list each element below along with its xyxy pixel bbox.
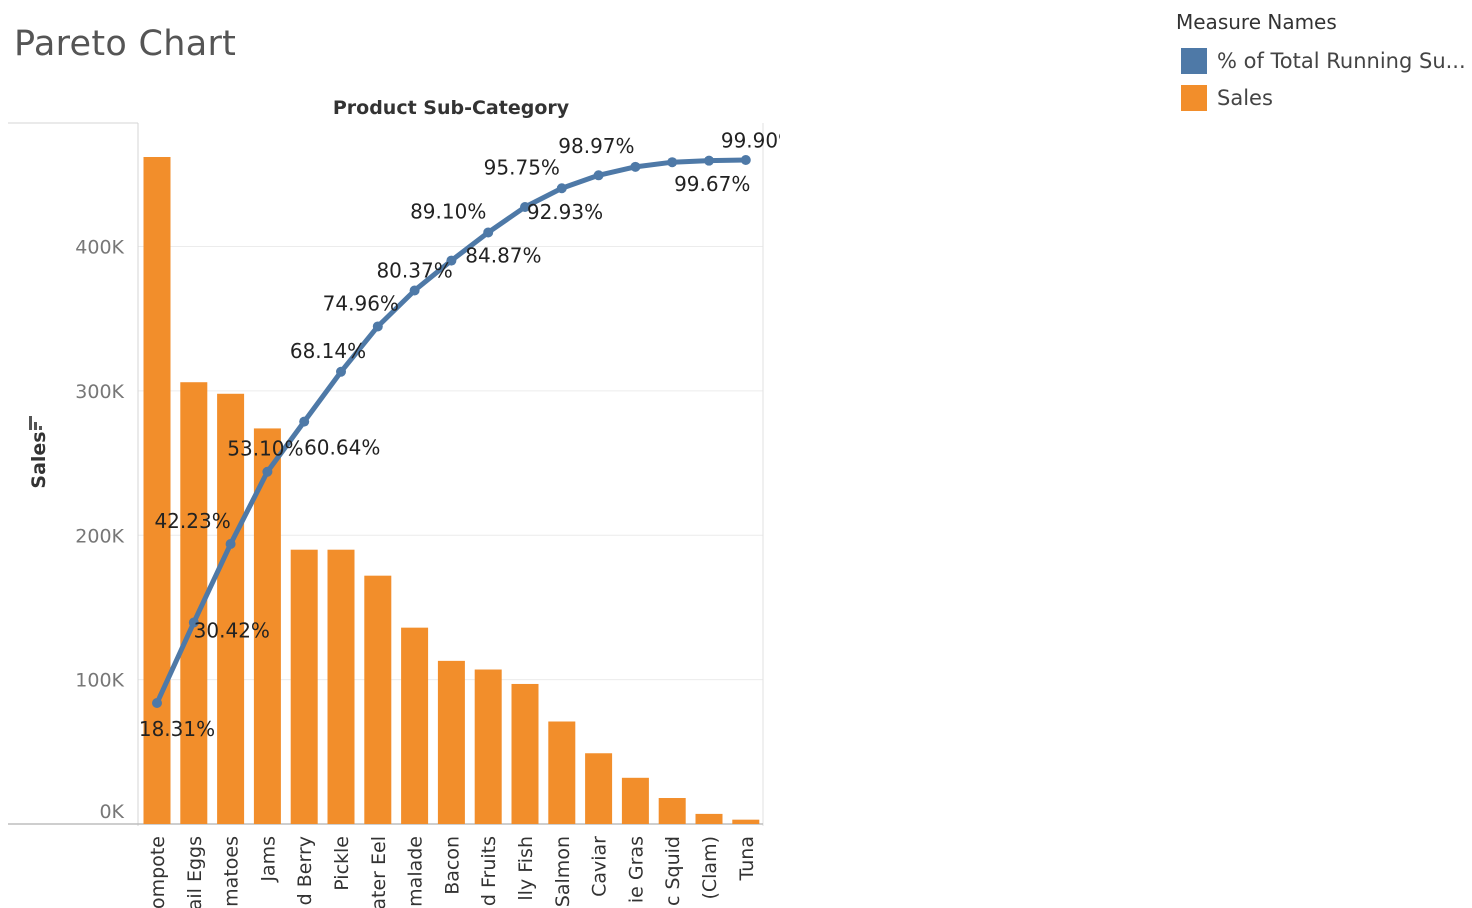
running-total-point[interactable] <box>446 255 457 266</box>
category-label: ie Gras <box>625 836 647 903</box>
sales-bar[interactable] <box>290 549 318 824</box>
y-axis-title: Sales <box>28 431 50 488</box>
category-label: Caviar <box>589 836 611 897</box>
y-tick-labels: 0K 100K 200K 300K 400K <box>75 237 124 823</box>
running-total-point[interactable] <box>556 183 567 194</box>
category-label: ompote <box>147 836 169 908</box>
running-total-point[interactable] <box>299 416 310 427</box>
category-label: Pickle <box>331 836 353 891</box>
running-total-point[interactable] <box>336 366 346 377</box>
running-total-point[interactable] <box>372 321 383 332</box>
legend-swatch-sales <box>1181 84 1207 111</box>
percent-labels: 18.31% 30.42% 42.23% 53.10% 60.64% 68.14% 74.9… <box>139 129 780 741</box>
category-label: d Fruits <box>478 836 500 906</box>
sales-bars <box>143 157 760 824</box>
percent-label: 80.37% <box>376 258 452 282</box>
category-label: matoes <box>221 836 243 907</box>
sales-bar[interactable] <box>401 627 429 824</box>
sales-bar[interactable] <box>585 753 613 824</box>
running-total-point[interactable] <box>630 161 641 172</box>
percent-label: 42.23% <box>154 509 230 533</box>
running-total-point[interactable] <box>740 155 751 165</box>
legend-item-running-total[interactable]: % of Total Running Su... <box>1176 42 1466 79</box>
pareto-chart: Product Sub-Category Sales 0K 100K 200K 300… <box>8 97 780 908</box>
sales-bar[interactable] <box>217 393 245 824</box>
running-total-point[interactable] <box>704 155 714 166</box>
category-label: c Squid <box>662 836 684 906</box>
running-total-point[interactable] <box>188 617 199 628</box>
percent-label: 84.87% <box>465 244 541 268</box>
percent-label: 89.10% <box>410 199 486 223</box>
y-axis: Sales <box>28 416 50 489</box>
page-title: Pareto Chart <box>14 24 237 64</box>
y-tick-label: 100K <box>75 670 124 692</box>
percent-label: 18.31% <box>139 717 215 741</box>
legend-swatch-running-total <box>1181 47 1207 74</box>
sales-bar[interactable] <box>143 157 171 824</box>
percent-label: 99.90% <box>721 129 780 153</box>
percent-label: 99.67% <box>674 172 750 196</box>
category-labels: ompote ail Eggs matoes Jams d Berry Pickle ate… <box>147 836 758 908</box>
category-label: Bacon <box>441 836 463 895</box>
sales-bar[interactable] <box>621 777 649 824</box>
y-tick-label: 200K <box>75 525 124 547</box>
sales-bar[interactable] <box>732 819 760 824</box>
category-label: ater Eel <box>368 836 390 908</box>
category-label: malade <box>405 836 427 907</box>
running-total-point[interactable] <box>225 539 236 550</box>
percent-label: 60.64% <box>304 436 380 460</box>
sales-bar[interactable] <box>658 798 686 824</box>
running-total-point[interactable] <box>262 466 273 477</box>
category-label: Salmon <box>552 836 574 907</box>
y-tick-label: 400K <box>75 237 124 259</box>
percent-label: 74.96% <box>323 291 399 315</box>
legend-title: Measure Names <box>1176 10 1337 34</box>
sales-bar[interactable] <box>548 721 576 824</box>
legend-item-sales[interactable]: Sales <box>1176 79 1466 116</box>
running-total-point[interactable] <box>520 201 530 212</box>
sales-bar[interactable] <box>474 669 502 824</box>
sales-bar[interactable] <box>437 660 465 824</box>
sales-bar[interactable] <box>511 683 539 824</box>
percent-label: 95.75% <box>484 155 560 179</box>
percent-label: 68.14% <box>290 339 366 363</box>
sales-bar[interactable] <box>695 813 723 824</box>
y-tick-label: 0K <box>99 801 124 823</box>
running-total-point[interactable] <box>593 170 604 181</box>
legend-label-sales: Sales <box>1217 85 1273 110</box>
category-label: d Berry <box>294 836 316 905</box>
category-label: lly Fish <box>515 836 537 901</box>
sales-bar[interactable] <box>364 575 392 824</box>
x-axis-title: Product Sub-Category <box>333 97 570 119</box>
sort-icon[interactable] <box>29 416 42 430</box>
category-label: Tuna <box>736 836 758 881</box>
percent-label: 30.42% <box>194 619 270 643</box>
category-label: Jams <box>257 836 279 883</box>
running-total-point[interactable] <box>667 157 678 168</box>
percent-label: 98.97% <box>558 134 634 158</box>
category-label: (Clam) <box>699 836 721 900</box>
percent-label: 53.10% <box>227 437 303 461</box>
y-tick-label: 300K <box>75 381 124 403</box>
running-total-points <box>152 155 751 708</box>
category-label: ail Eggs <box>184 836 206 908</box>
legend: Measure Names % of Total Running Su... S… <box>1176 10 1466 116</box>
percent-label: 92.93% <box>527 200 603 224</box>
legend-label-running-total: % of Total Running Su... <box>1217 48 1466 73</box>
sales-bar[interactable] <box>327 549 355 824</box>
running-total-point[interactable] <box>409 285 420 296</box>
running-total-point[interactable] <box>483 227 494 238</box>
running-total-point[interactable] <box>152 698 162 708</box>
